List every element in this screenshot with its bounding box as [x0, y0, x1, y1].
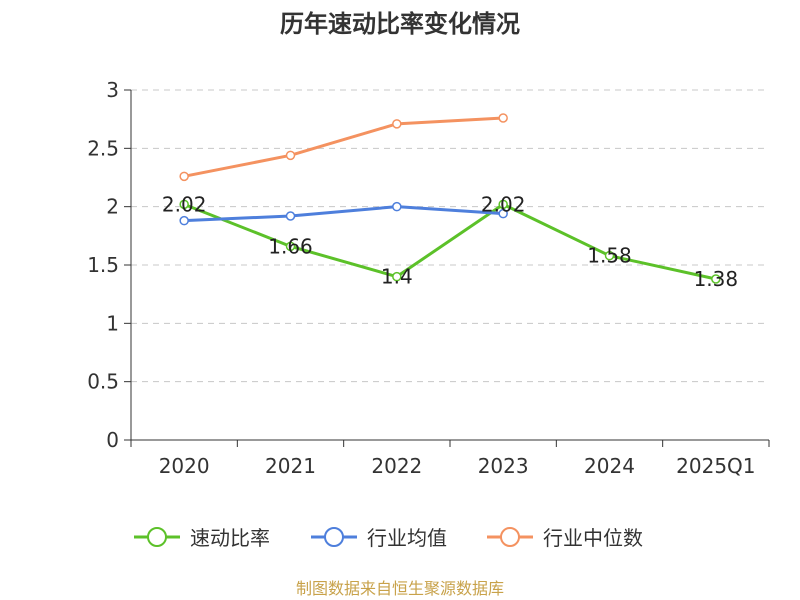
data-label: 1.66 [268, 234, 313, 258]
data-label: 1.38 [694, 267, 739, 291]
legend-swatch-marker [147, 527, 167, 547]
data-point[interactable] [285, 150, 296, 161]
legend[interactable]: 速动比率 行业均值 行业中位数 [134, 526, 643, 550]
series-line-2 [183, 116, 504, 178]
x-tick-label: 2024 [584, 454, 635, 478]
data-label: 2.02 [162, 192, 207, 216]
axes: 0 0.5 1 1.5 2 2.5 3 2020 2021 2022 2023 2024 2025Q1 [87, 78, 770, 478]
data-point[interactable] [392, 271, 402, 282]
data-point[interactable] [392, 119, 402, 129]
legend-item-0[interactable]: 速动比率 [134, 526, 270, 550]
y-tick-label: 1 [106, 311, 119, 335]
data-point[interactable] [498, 208, 508, 219]
data-point[interactable] [392, 201, 402, 212]
y-tick-label: 0 [106, 428, 119, 452]
data-point[interactable] [179, 215, 189, 226]
x-tick-label: 2021 [265, 454, 316, 478]
data-label: 1.58 [587, 244, 632, 268]
y-tick-label: 0.5 [87, 370, 119, 394]
data-point[interactable] [498, 199, 508, 210]
y-tick-label: 1.5 [87, 253, 119, 277]
source-note: 制图数据来自恒生聚源数据库 [296, 579, 504, 598]
legend-label: 行业均值 [367, 526, 447, 550]
series-line-1 [184, 205, 504, 223]
data-point[interactable] [285, 211, 296, 221]
chart-title: 历年速动比率变化情况 [280, 10, 520, 38]
legend-item-2[interactable]: 行业中位数 [487, 526, 643, 550]
legend-swatch-marker [324, 527, 344, 547]
data-point[interactable] [179, 199, 189, 210]
y-tick-label: 3 [106, 78, 119, 102]
data-point[interactable] [604, 250, 615, 261]
x-tick-label: 2023 [478, 454, 529, 478]
y-tick-label: 2 [106, 195, 119, 219]
data-point[interactable] [711, 274, 721, 284]
data-labels: 2.02 1.66 1.4 2.02 1.58 1.38 [162, 192, 738, 291]
x-tick-label: 2020 [159, 454, 210, 478]
legend-label: 行业中位数 [543, 526, 643, 550]
legend-item-1[interactable]: 行业均值 [311, 526, 447, 550]
data-label: 2.02 [481, 192, 526, 216]
series-layer [179, 113, 721, 284]
data-point[interactable] [179, 171, 189, 182]
x-tick-label: 2025Q1 [676, 454, 755, 478]
series-line-0 [183, 202, 717, 281]
data-point[interactable] [498, 113, 508, 123]
grid-lines [131, 89, 769, 383]
y-tick-label: 2.5 [87, 136, 119, 160]
x-tick-label: 2022 [371, 454, 422, 478]
legend-swatch-marker [500, 527, 520, 547]
legend-label: 速动比率 [190, 526, 270, 550]
data-point[interactable] [285, 241, 296, 252]
data-label: 1.4 [381, 265, 413, 289]
